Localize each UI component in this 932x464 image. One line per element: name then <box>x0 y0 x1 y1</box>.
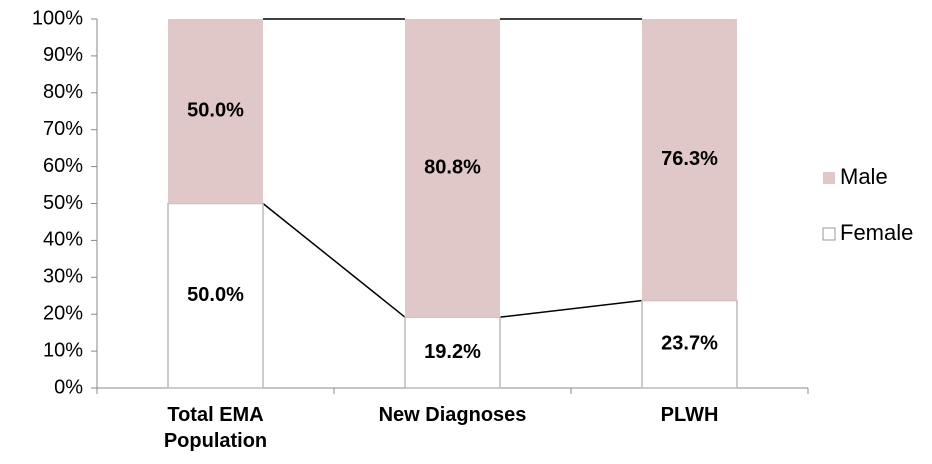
series-line <box>262 202 406 318</box>
data-label: 50.0% <box>187 100 244 122</box>
bar-segment <box>641 299 738 389</box>
data-label: 19.2% <box>424 341 481 363</box>
bar-segment <box>168 19 263 204</box>
y-tick-label: 90% <box>43 44 83 66</box>
legend-label: Female <box>840 220 913 245</box>
data-label: 50.0% <box>187 284 244 306</box>
y-tick-label: 50% <box>43 192 83 214</box>
legend-label: Male <box>840 164 888 189</box>
y-tick-label: 80% <box>43 81 83 103</box>
legend-swatch <box>822 227 836 241</box>
bar-segment <box>404 316 501 389</box>
y-tick-label: 70% <box>43 118 83 140</box>
data-label: 23.7% <box>661 333 718 355</box>
y-tick-label: 0% <box>54 376 83 398</box>
bar-segment <box>405 19 500 318</box>
y-tick-label: 100% <box>32 7 83 29</box>
y-tick-label: 60% <box>43 155 83 177</box>
data-label: 80.8% <box>424 156 481 178</box>
x-tick-label: PLWH <box>660 404 719 426</box>
bar-segment <box>642 19 737 301</box>
x-tick-label: New Diagnoses <box>378 404 527 426</box>
x-tick-label: Total EMA Population <box>163 404 268 452</box>
y-tick-label: 10% <box>43 339 83 361</box>
y-tick-label: 40% <box>43 229 83 251</box>
data-label: 76.3% <box>661 148 718 170</box>
y-tick-label: 20% <box>43 302 83 324</box>
series-line <box>499 299 643 318</box>
y-tick-label: 30% <box>43 266 83 288</box>
legend-swatch <box>823 172 835 184</box>
